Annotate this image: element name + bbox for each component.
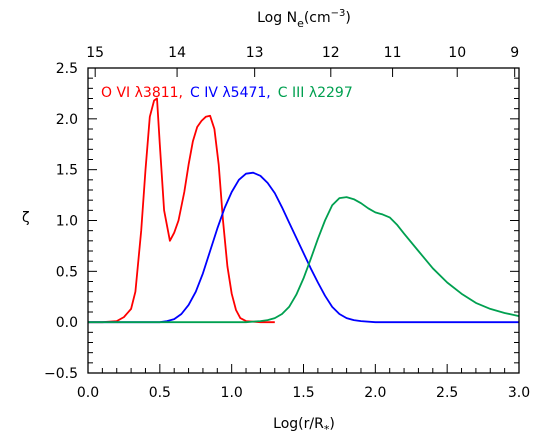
y-tick-label: 2.0: [56, 112, 78, 128]
top-tick-label: 13: [246, 45, 264, 61]
top-tick-label: 10: [448, 45, 466, 61]
top-tick-label: 11: [384, 45, 402, 61]
x-tick-label: 0.5: [149, 385, 171, 401]
x-tick-label: 1.0: [221, 385, 243, 401]
legend-item-civ: C IV λ5471,: [190, 85, 271, 101]
y-tick-label: 0.5: [56, 264, 78, 280]
series-group: [88, 97, 520, 324]
x-tick-label: 0.0: [77, 385, 99, 401]
y-tick-label: 0.0: [56, 315, 78, 331]
tick-group: [87, 67, 520, 374]
top-axis-title: Log Ne(cm−3): [257, 8, 351, 30]
series-line: [88, 97, 275, 324]
y-tick-label: −0.5: [44, 366, 78, 382]
x-tick-label: 2.0: [364, 385, 386, 401]
top-tick-label: 12: [322, 45, 340, 61]
top-tick-label: 15: [86, 45, 104, 61]
x-tick-label: 2.5: [436, 385, 458, 401]
legend-item-ciii: C III λ2297: [278, 85, 353, 101]
plot-frame: [87, 67, 520, 374]
top-tick-label: 14: [168, 45, 186, 61]
x-tick-label: 1.5: [292, 385, 314, 401]
series-line: [88, 196, 520, 324]
tick-label-group: 0.0 0.5 1.0 1.5 2.0 2.5 3.0 −0.5 0.0 0.5 1.0 1.5 2.0…: [44, 45, 530, 401]
top-tick-label: 9: [510, 45, 519, 61]
legend-item-ovi: O VI λ3811,: [101, 85, 183, 101]
y-tick-label: 1.5: [56, 163, 78, 179]
y-axis-title: ζ: [22, 210, 30, 226]
y-tick-label: 2.5: [56, 61, 78, 77]
series-line: [88, 171, 519, 324]
y-tick-label: 1.0: [56, 214, 78, 230]
x-tick-label: 3.0: [508, 385, 530, 401]
legend: O VI λ3811, C IV λ5471, C III λ2297: [101, 85, 353, 101]
x-axis-title: Log(r/R*): [273, 416, 335, 436]
